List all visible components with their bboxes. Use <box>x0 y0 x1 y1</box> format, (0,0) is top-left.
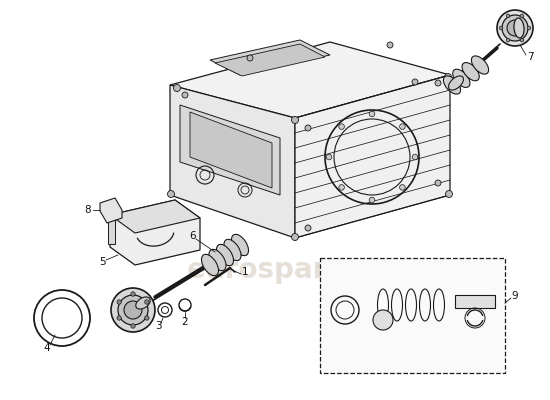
Ellipse shape <box>217 244 234 266</box>
Circle shape <box>292 116 299 124</box>
Circle shape <box>182 92 188 98</box>
Circle shape <box>444 74 452 80</box>
Polygon shape <box>110 200 200 233</box>
Circle shape <box>145 316 149 320</box>
Circle shape <box>111 288 155 332</box>
Text: 3: 3 <box>155 321 161 331</box>
Circle shape <box>131 292 135 296</box>
Circle shape <box>247 55 253 61</box>
Ellipse shape <box>136 297 150 309</box>
Circle shape <box>339 185 344 190</box>
Polygon shape <box>215 44 325 76</box>
Circle shape <box>506 14 510 18</box>
Circle shape <box>305 125 311 131</box>
Text: 2: 2 <box>182 317 188 327</box>
Circle shape <box>369 197 375 203</box>
Polygon shape <box>455 295 495 308</box>
Circle shape <box>373 310 393 330</box>
Text: 6: 6 <box>190 231 196 241</box>
Circle shape <box>117 300 122 304</box>
Text: 4: 4 <box>43 343 50 353</box>
Text: 1: 1 <box>241 267 248 277</box>
Circle shape <box>326 154 332 160</box>
Circle shape <box>369 111 375 117</box>
Circle shape <box>435 80 441 86</box>
Circle shape <box>145 300 149 304</box>
Circle shape <box>387 42 393 48</box>
Circle shape <box>131 324 135 328</box>
Circle shape <box>400 124 405 129</box>
Circle shape <box>506 38 510 42</box>
Ellipse shape <box>232 234 249 256</box>
Polygon shape <box>170 42 450 118</box>
Ellipse shape <box>224 239 241 261</box>
Polygon shape <box>108 218 115 244</box>
Polygon shape <box>295 75 450 238</box>
Circle shape <box>124 301 142 319</box>
Circle shape <box>117 316 122 320</box>
Ellipse shape <box>453 69 470 88</box>
Circle shape <box>173 84 180 92</box>
Polygon shape <box>110 200 200 265</box>
Circle shape <box>435 180 441 186</box>
Polygon shape <box>100 198 122 223</box>
Text: 9: 9 <box>512 291 518 301</box>
Circle shape <box>292 234 299 240</box>
Text: eurospares: eurospares <box>187 161 363 189</box>
Circle shape <box>339 124 344 129</box>
Text: 8: 8 <box>85 205 91 215</box>
Circle shape <box>118 295 148 325</box>
Ellipse shape <box>448 76 464 90</box>
Ellipse shape <box>209 249 226 271</box>
Circle shape <box>520 38 524 42</box>
Ellipse shape <box>201 254 218 276</box>
Ellipse shape <box>443 76 460 94</box>
Text: 5: 5 <box>98 257 105 267</box>
Polygon shape <box>170 85 295 238</box>
Circle shape <box>507 20 523 36</box>
Circle shape <box>502 15 528 41</box>
Circle shape <box>446 190 453 198</box>
Polygon shape <box>180 105 280 195</box>
Bar <box>320 258 505 373</box>
Text: eurospares: eurospares <box>187 256 363 284</box>
Circle shape <box>168 190 174 198</box>
Circle shape <box>305 225 311 231</box>
Circle shape <box>412 154 418 160</box>
Circle shape <box>497 10 533 46</box>
Text: 7: 7 <box>527 52 534 62</box>
Polygon shape <box>190 112 272 188</box>
Circle shape <box>400 185 405 190</box>
Polygon shape <box>210 40 330 75</box>
Circle shape <box>527 26 531 30</box>
Ellipse shape <box>462 62 479 81</box>
Circle shape <box>499 26 503 30</box>
Circle shape <box>520 14 524 18</box>
Ellipse shape <box>514 18 524 38</box>
Circle shape <box>412 79 418 85</box>
Ellipse shape <box>471 56 488 74</box>
